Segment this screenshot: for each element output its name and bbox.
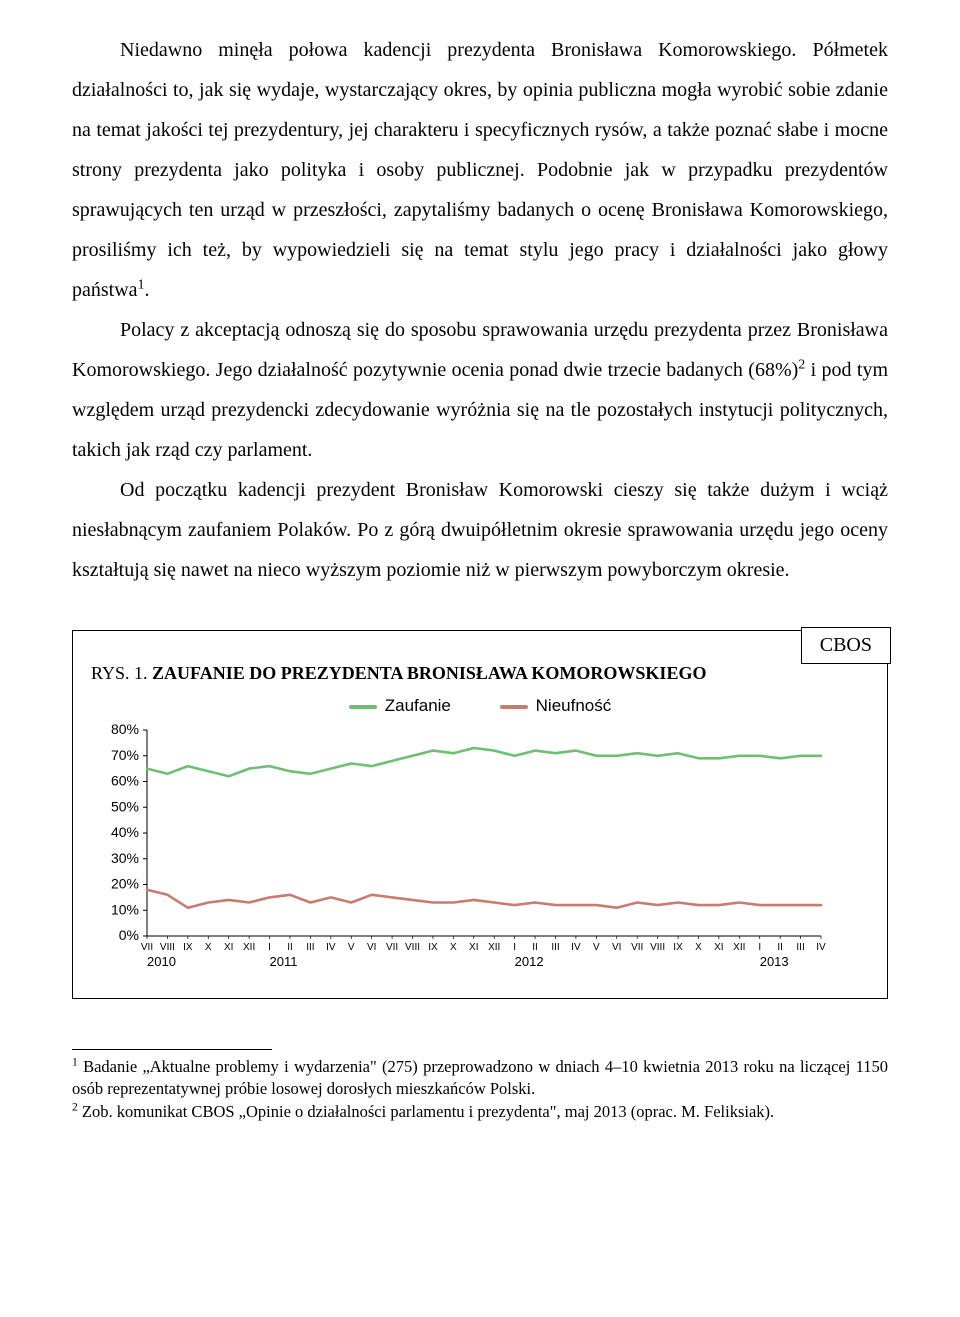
svg-text:VII: VII — [631, 942, 643, 953]
svg-text:VIII: VIII — [160, 942, 175, 953]
svg-text:2012: 2012 — [515, 954, 544, 969]
svg-text:60%: 60% — [111, 773, 139, 789]
svg-text:10%: 10% — [111, 901, 139, 917]
svg-text:VII: VII — [141, 942, 153, 953]
svg-text:XII: XII — [243, 942, 255, 953]
chart-container: CBOS RYS. 1. ZAUFANIE DO PREZYDENTA BRON… — [72, 630, 888, 999]
svg-text:XII: XII — [733, 942, 745, 953]
svg-text:II: II — [777, 942, 783, 953]
footnote-rule — [72, 1049, 272, 1050]
svg-text:2011: 2011 — [270, 954, 298, 969]
chart-legend: Zaufanie Nieufność — [91, 696, 869, 716]
svg-text:IV: IV — [326, 942, 336, 953]
cbos-badge: CBOS — [801, 627, 891, 664]
footnotes-block: 1 Badanie „Aktualne problemy i wydarzeni… — [72, 1056, 888, 1123]
paragraph-3: Od początku kadencji prezydent Bronisław… — [72, 470, 888, 590]
legend-item-nieufnosc: Nieufność — [500, 696, 612, 716]
fn2-text: Zob. komunikat CBOS „Opinie o działalnoś… — [78, 1102, 774, 1121]
figure-caption: RYS. 1. ZAUFANIE DO PREZYDENTA BRONISŁAW… — [91, 663, 869, 684]
svg-text:V: V — [348, 942, 355, 953]
svg-text:II: II — [287, 942, 293, 953]
svg-text:IV: IV — [571, 942, 581, 953]
svg-text:XI: XI — [469, 942, 478, 953]
svg-text:II: II — [532, 942, 538, 953]
footnote-1: 1 Badanie „Aktualne problemy i wydarzeni… — [72, 1056, 888, 1101]
svg-text:2010: 2010 — [147, 954, 176, 969]
svg-text:XII: XII — [488, 942, 500, 953]
svg-text:20%: 20% — [111, 876, 139, 892]
svg-text:III: III — [796, 942, 804, 953]
svg-text:VIII: VIII — [650, 942, 665, 953]
svg-text:VI: VI — [367, 942, 376, 953]
svg-text:70%: 70% — [111, 747, 139, 763]
svg-text:X: X — [205, 942, 212, 953]
svg-text:IX: IX — [673, 942, 683, 953]
p1-text: Niedawno minęła połowa kadencji prezyden… — [72, 39, 888, 301]
svg-text:XI: XI — [714, 942, 723, 953]
line-chart: 0%10%20%30%40%50%60%70%80%VIIVIIIIXXXIXI… — [91, 720, 831, 980]
svg-text:III: III — [551, 942, 559, 953]
svg-text:0%: 0% — [119, 927, 139, 943]
svg-text:XI: XI — [224, 942, 233, 953]
svg-text:IX: IX — [183, 942, 193, 953]
svg-text:X: X — [695, 942, 702, 953]
svg-text:I: I — [513, 942, 516, 953]
p1-end: . — [145, 279, 150, 301]
svg-text:VIII: VIII — [405, 942, 420, 953]
p1-sup: 1 — [138, 277, 145, 292]
footnote-2: 2 Zob. komunikat CBOS „Opinie o działaln… — [72, 1101, 888, 1123]
svg-text:X: X — [450, 942, 457, 953]
svg-text:III: III — [306, 942, 314, 953]
fn1-text: Badanie „Aktualne problemy i wydarzenia"… — [72, 1057, 888, 1098]
svg-text:IV: IV — [816, 942, 826, 953]
svg-text:IX: IX — [428, 942, 438, 953]
legend-swatch-nieufnosc — [500, 705, 528, 709]
paragraph-1: Niedawno minęła połowa kadencji prezyden… — [72, 30, 888, 310]
svg-text:I: I — [758, 942, 761, 953]
legend-label-zaufanie: Zaufanie — [385, 696, 451, 715]
body-text-block: Niedawno minęła połowa kadencji prezyden… — [72, 30, 888, 590]
svg-text:40%: 40% — [111, 824, 139, 840]
legend-label-nieufnosc: Nieufność — [536, 696, 612, 715]
p2a-text: Polacy z akceptacją odnoszą się do sposo… — [72, 319, 888, 381]
svg-text:V: V — [593, 942, 600, 953]
paragraph-2: Polacy z akceptacją odnoszą się do sposo… — [72, 310, 888, 470]
svg-text:50%: 50% — [111, 798, 139, 814]
svg-text:30%: 30% — [111, 850, 139, 866]
svg-text:80%: 80% — [111, 721, 139, 737]
legend-item-zaufanie: Zaufanie — [349, 696, 451, 716]
svg-text:VII: VII — [386, 942, 398, 953]
legend-swatch-zaufanie — [349, 705, 377, 709]
caption-title: ZAUFANIE DO PREZYDENTA BRONISŁAWA KOMORO… — [152, 663, 706, 683]
svg-text:2013: 2013 — [760, 954, 789, 969]
svg-text:VI: VI — [612, 942, 621, 953]
svg-text:I: I — [268, 942, 271, 953]
caption-prefix: RYS. 1. — [91, 663, 152, 683]
